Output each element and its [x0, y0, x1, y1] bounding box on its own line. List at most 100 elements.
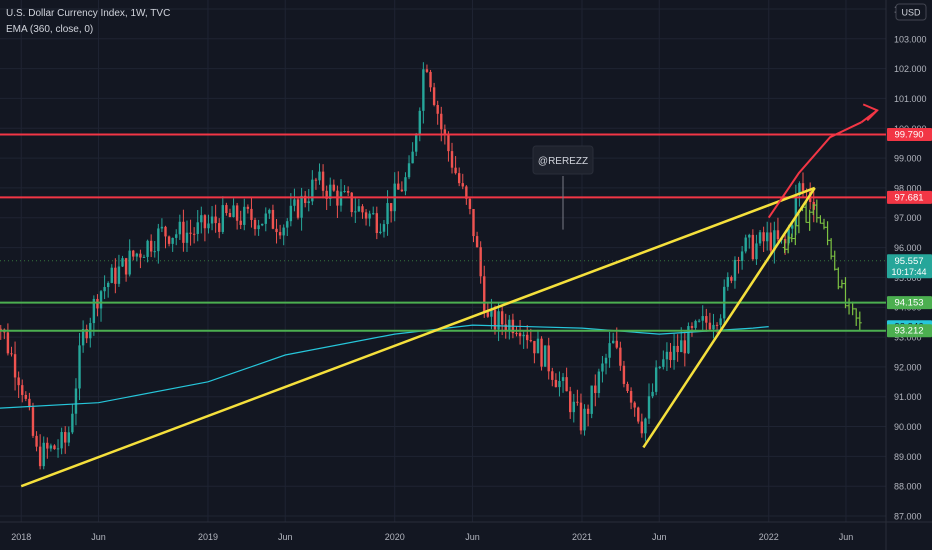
candle-body — [572, 401, 575, 413]
candle-body — [139, 253, 142, 258]
candle-body — [354, 211, 357, 213]
candle-body — [214, 216, 217, 224]
price-tag-label: 93.212 — [894, 326, 923, 337]
price-tag-97.681[interactable] — [887, 190, 932, 204]
candle-body — [74, 388, 78, 414]
x-tick-label: Jun — [278, 532, 293, 542]
currency-box[interactable] — [895, 3, 927, 21]
candle-body — [669, 351, 672, 361]
candle-body — [432, 87, 436, 105]
candle-body — [465, 186, 468, 199]
candle-body — [149, 240, 153, 252]
candle-body — [386, 203, 389, 225]
candle-body — [415, 134, 418, 152]
candle-body — [96, 298, 99, 309]
candle-body — [791, 225, 794, 229]
candle-body — [576, 401, 579, 403]
candle-body — [697, 320, 701, 322]
candle-body — [500, 311, 504, 325]
projection-arrow[interactable] — [767, 121, 862, 219]
candle-body — [56, 448, 60, 450]
y-tick-label: 87.000 — [894, 512, 922, 522]
x-tick-label: 2021 — [572, 532, 592, 542]
candle-body — [282, 227, 285, 236]
candle-body — [379, 231, 382, 233]
candle-body — [60, 432, 63, 449]
candle-body — [167, 236, 171, 244]
candle-body — [232, 205, 235, 218]
candle-body — [475, 236, 479, 248]
candle-body — [103, 287, 106, 292]
candle-body — [733, 259, 737, 281]
y-tick-label: 99.000 — [894, 154, 922, 164]
candle-body — [189, 232, 192, 234]
candle-body — [400, 189, 404, 192]
y-tick-label: 91.000 — [894, 392, 922, 402]
chart-legend: U.S. Dollar Currency Index, 1W, TVC EMA … — [6, 6, 170, 38]
candle-body — [407, 163, 411, 178]
candle-body — [361, 206, 364, 213]
candle-body — [153, 251, 156, 253]
candle-body — [404, 177, 407, 192]
candle-body — [321, 171, 325, 191]
candle-body — [264, 213, 267, 224]
candle-body — [239, 220, 242, 225]
candle-body — [483, 276, 486, 313]
candle-body — [375, 213, 379, 233]
candle-body — [429, 71, 432, 88]
candle-body — [730, 277, 733, 281]
candle-body — [665, 351, 669, 360]
candle-body — [92, 298, 96, 324]
symbol-title[interactable]: U.S. Dollar Currency Index, 1W, TVC — [6, 8, 171, 19]
candle-body — [228, 212, 232, 218]
candle-body — [744, 237, 747, 252]
indicator-label[interactable]: EMA (360, close, 0) — [6, 24, 94, 35]
candle-body — [683, 340, 687, 354]
candle-body — [117, 266, 121, 284]
candle-body — [397, 183, 400, 190]
candle-body — [461, 183, 464, 187]
candle-body — [6, 332, 10, 354]
candle-body — [171, 237, 174, 244]
candle-body — [601, 363, 604, 372]
candle-body — [28, 398, 31, 408]
candle-body — [146, 240, 149, 257]
price-tag-99.790[interactable] — [887, 128, 932, 142]
trendline-1[interactable] — [20, 186, 816, 488]
price-tag-label: 97.681 — [894, 192, 923, 203]
candle-body — [443, 129, 447, 135]
price-tag-94.153[interactable] — [887, 296, 932, 310]
y-tick-label: 101.000 — [894, 94, 927, 104]
trendline-2[interactable] — [642, 187, 816, 449]
candle-body — [719, 318, 722, 325]
candle-body — [64, 432, 67, 443]
candle-body — [705, 316, 708, 323]
candle-body — [493, 309, 497, 330]
price-tag-95.557[interactable] — [887, 254, 932, 279]
candle-body — [579, 402, 583, 431]
candle-body — [21, 385, 24, 395]
candle-body — [182, 221, 185, 243]
candle-body — [339, 191, 343, 206]
candle-body — [411, 151, 414, 164]
candle-body — [504, 324, 507, 332]
candle-body — [547, 345, 550, 372]
price-tag-label: 99.790 — [894, 130, 923, 141]
candle-body — [640, 421, 644, 434]
candle-body — [210, 216, 214, 224]
candle-body — [246, 206, 250, 209]
x-tick-label: 2019 — [198, 532, 218, 542]
price-tag-93.212[interactable] — [887, 324, 932, 338]
arrow-head-icon — [862, 103, 879, 122]
candle-body — [368, 213, 371, 219]
candle-body — [53, 445, 56, 450]
candle-body — [192, 233, 196, 235]
candle-body — [422, 69, 425, 111]
candle-body — [586, 408, 590, 414]
candle-body — [293, 199, 296, 206]
candle-body — [78, 345, 81, 389]
candle-body — [31, 407, 35, 436]
